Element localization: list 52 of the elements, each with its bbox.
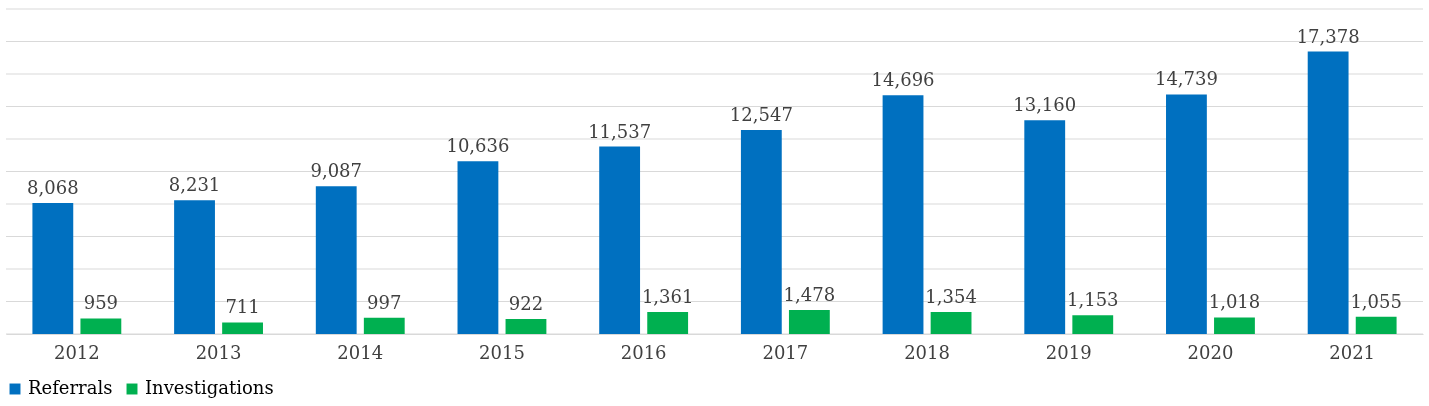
bar	[1024, 120, 1066, 334]
bar	[457, 161, 499, 334]
bar	[647, 311, 689, 334]
data-label: 10,636	[446, 135, 510, 157]
data-label: 12,547	[729, 104, 793, 126]
legend-label: Investigations	[145, 377, 274, 398]
data-label: 1,018	[1208, 291, 1261, 313]
x-tick-label: 2012	[53, 341, 100, 363]
bar	[1072, 315, 1114, 334]
x-tick-label: 2013	[195, 341, 242, 363]
bar	[32, 202, 74, 334]
bar	[1355, 316, 1397, 334]
bar	[740, 130, 782, 334]
data-label: 8,231	[168, 174, 221, 196]
x-tick-label: 2016	[620, 341, 667, 363]
data-label: 922	[508, 293, 544, 315]
data-label: 14,696	[871, 69, 935, 91]
data-label: 959	[83, 292, 119, 314]
bar	[222, 322, 263, 334]
bar	[1214, 317, 1255, 334]
bar	[505, 319, 547, 334]
data-label: 997	[367, 291, 402, 313]
x-tick-label: 2019	[1045, 341, 1092, 363]
data-label: 11,537	[588, 120, 652, 142]
bar	[315, 186, 357, 334]
x-tick-label: 2014	[337, 341, 384, 363]
data-label: 1,055	[1350, 290, 1402, 312]
bar	[80, 318, 122, 334]
data-label: 1,153	[1067, 289, 1119, 311]
x-tick-label: 2021	[1329, 341, 1376, 363]
data-label: 1,361	[641, 285, 694, 307]
x-tick-label: 2018	[904, 341, 950, 363]
x-tick-label: 2017	[762, 341, 809, 363]
data-label: 17,378	[1296, 25, 1360, 47]
data-label: 8,068	[27, 176, 79, 198]
bar	[930, 312, 972, 334]
bar	[1307, 51, 1349, 334]
data-label: 13,160	[1013, 94, 1077, 116]
bar	[1166, 94, 1207, 334]
x-tick-label: 2015	[479, 341, 525, 363]
data-label: 1,354	[925, 286, 977, 307]
bar	[882, 95, 924, 334]
data-label: 711	[225, 296, 260, 318]
x-tick-label: 2020	[1187, 341, 1234, 363]
bar	[363, 317, 405, 334]
data-label: 14,739	[1154, 68, 1218, 90]
data-label: 9,087	[310, 160, 362, 182]
legend-label: Referrals	[28, 377, 113, 398]
bar	[174, 200, 215, 334]
bar	[599, 146, 641, 334]
data-label: 1,478	[783, 283, 836, 305]
bar	[788, 309, 830, 334]
